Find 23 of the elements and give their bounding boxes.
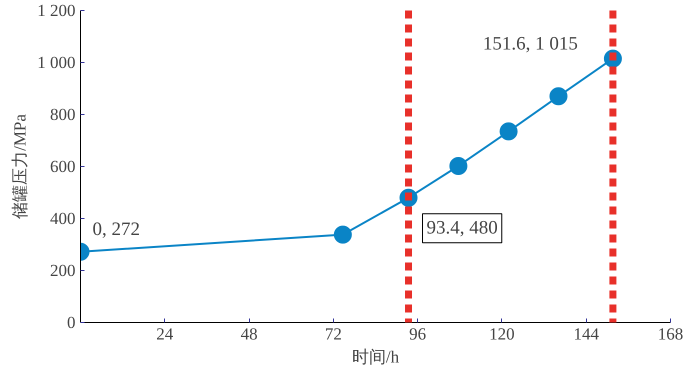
- point: [449, 156, 468, 175]
- point: [500, 122, 518, 140]
- x-tick-label: 48: [240, 324, 258, 344]
- y-tick-label: 800: [50, 105, 76, 124]
- x-tick-label: 72: [324, 324, 342, 344]
- x-tick-label: 144: [573, 324, 600, 344]
- y-tick-label: 1 200: [37, 1, 76, 20]
- annotation: 93.4, 480: [426, 218, 498, 239]
- point: [549, 87, 568, 106]
- x-tick-label: 96: [409, 324, 426, 344]
- x-tick-label: 24: [156, 324, 174, 344]
- x-axis-title: 时间/h: [352, 348, 400, 366]
- annotation: 0, 272: [92, 218, 140, 240]
- y-axis-title: 储罐压力/MPa: [10, 114, 30, 219]
- annotation: 151.6, 1 015: [482, 34, 578, 55]
- y-tick-label: 400: [50, 209, 76, 228]
- y-tick-label: 600: [50, 157, 76, 176]
- y-tick-label: 0: [67, 313, 76, 332]
- point: [334, 226, 352, 244]
- x-tick-label: 120: [489, 324, 515, 344]
- y-tick-label: 200: [50, 261, 76, 280]
- y-tick-label: 1 000: [37, 53, 76, 72]
- x-tick-label: 168: [658, 324, 684, 344]
